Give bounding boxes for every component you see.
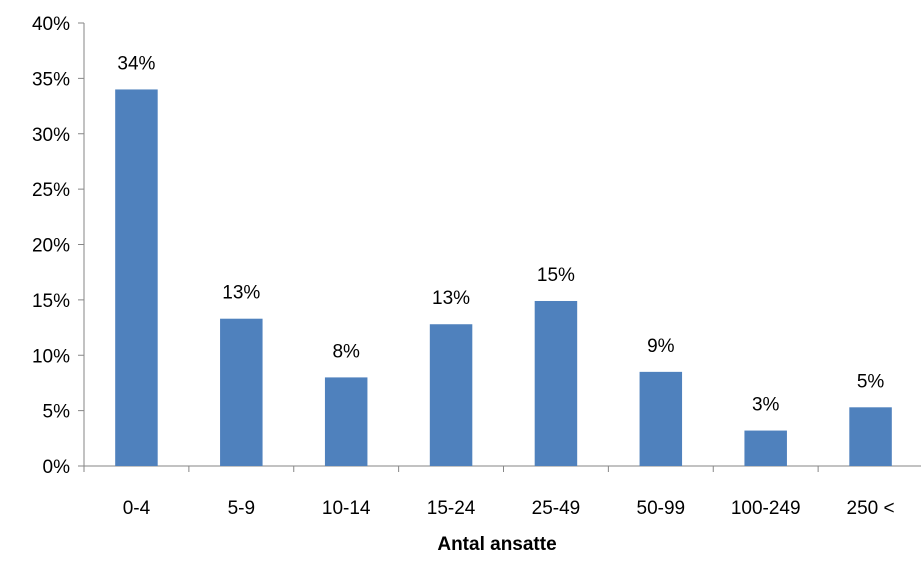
- x-tick-label: 0-4: [123, 498, 151, 519]
- bar: [115, 89, 158, 466]
- y-tick-label: 15%: [32, 291, 70, 312]
- data-label: 15%: [537, 265, 575, 286]
- data-label: 8%: [332, 341, 360, 362]
- data-label: 13%: [222, 283, 260, 304]
- x-tick-label: 100-249: [731, 498, 801, 519]
- x-tick-label: 10-14: [322, 498, 371, 519]
- y-tick-label: 10%: [32, 346, 70, 367]
- bar: [324, 377, 368, 466]
- bar: [849, 407, 892, 466]
- y-tick-label: 20%: [32, 236, 70, 257]
- bar: [220, 318, 263, 466]
- y-tick-label: 25%: [32, 180, 70, 201]
- data-label: 5%: [857, 371, 885, 392]
- x-tick-label: 50-99: [637, 498, 686, 519]
- y-tick-label: 30%: [32, 125, 70, 146]
- y-tick-label: 35%: [32, 69, 70, 90]
- y-tick-label: 0%: [43, 457, 71, 478]
- y-axis: 0% 5% 10% 15% 20% 25% 30% 35% 40%: [32, 14, 85, 478]
- x-tick-label: 250 <: [847, 498, 895, 519]
- y-tick-label: 40%: [32, 14, 70, 35]
- bar: [639, 371, 683, 466]
- x-tick-label: 15-24: [427, 498, 476, 519]
- data-labels: 34% 13% 8% 13% 15% 9% 3% 5%: [117, 53, 884, 415]
- x-tick-label: 25-49: [532, 498, 581, 519]
- y-tick-label: 5%: [43, 402, 71, 423]
- bar: [744, 430, 787, 466]
- x-axis-title: Antal ansatte: [437, 534, 556, 555]
- x-tick-label: 5-9: [228, 498, 255, 519]
- data-label: 3%: [752, 395, 780, 416]
- bar: [534, 300, 578, 466]
- bars: [115, 89, 892, 466]
- bar: [429, 324, 473, 466]
- x-axis: 0-4 5-9 10-14 15-24 25-49 50-99 100-249 250 <: [83, 465, 921, 519]
- data-label: 9%: [647, 336, 675, 357]
- data-label: 34%: [117, 53, 155, 74]
- data-label: 13%: [432, 288, 470, 309]
